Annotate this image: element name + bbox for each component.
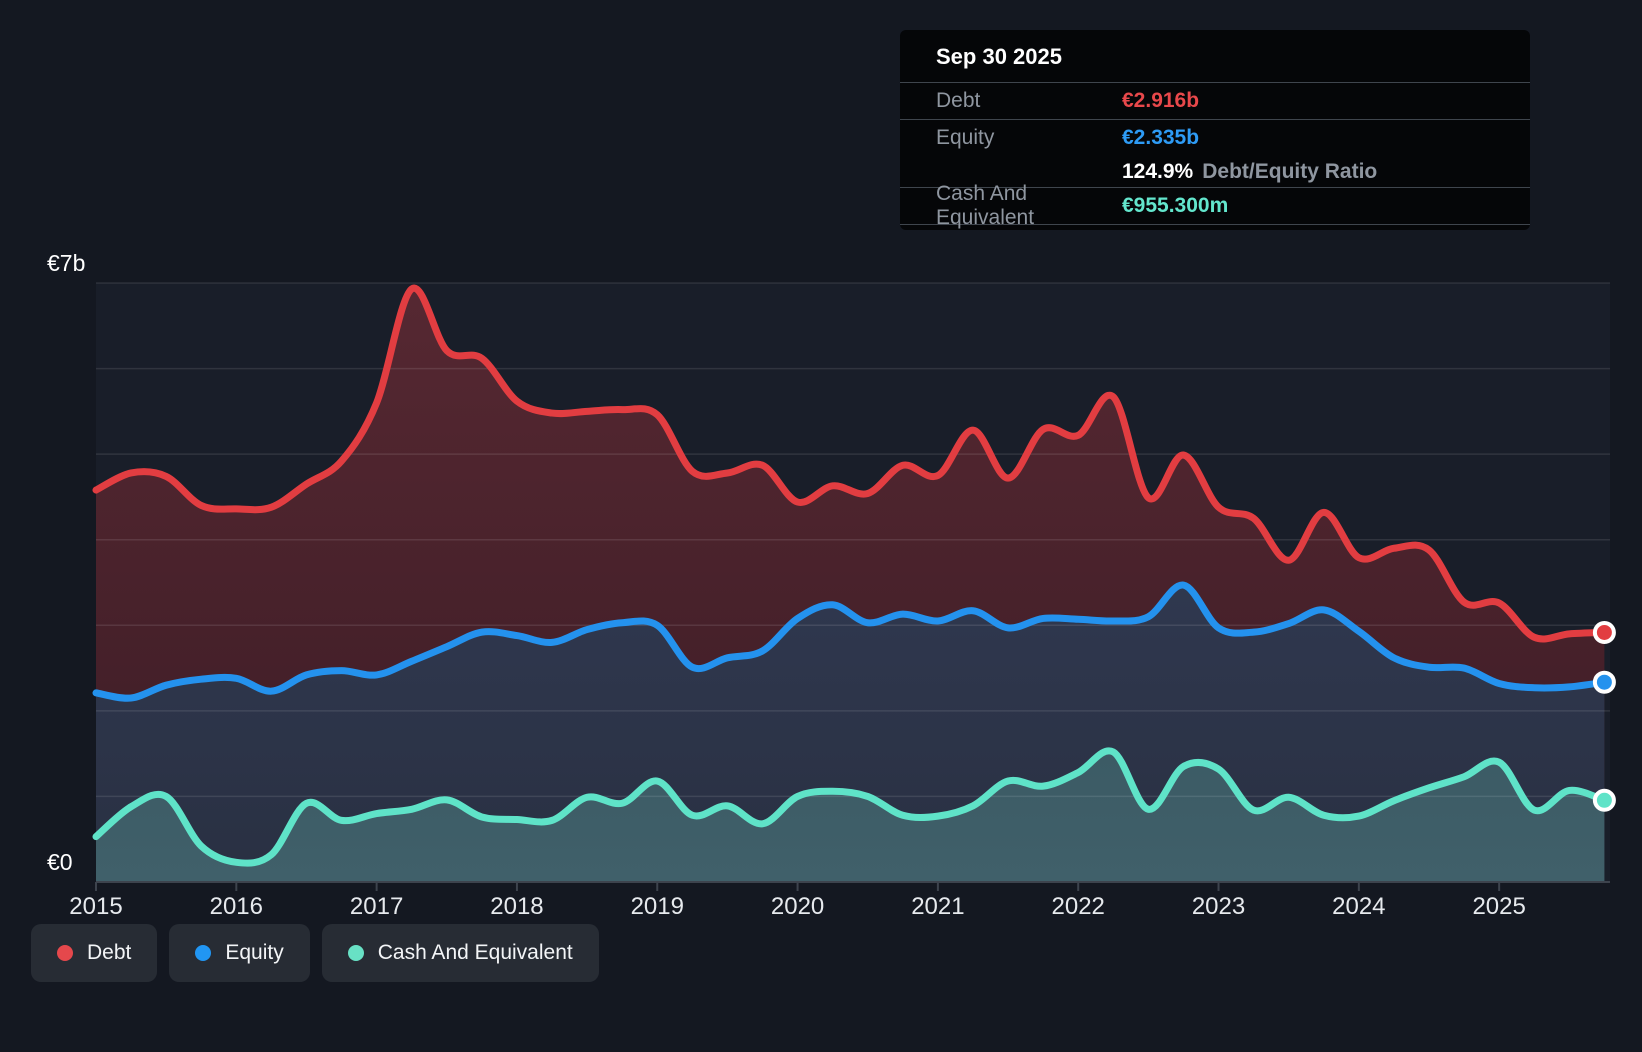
svg-text:2020: 2020 [771,893,824,920]
svg-text:2015: 2015 [69,893,122,920]
tooltip-ratio-label: Debt/Equity Ratio [1202,159,1378,183]
svg-text:2022: 2022 [1052,893,1105,920]
legend-debt-label: Debt [87,941,132,964]
legend-item-equity[interactable]: Equity [169,924,310,982]
svg-text:€7b: €7b [47,250,85,276]
cash-dot-icon [347,945,364,961]
svg-text:2025: 2025 [1472,893,1525,920]
chart-legend: Debt Equity Cash And Equivalent [31,924,599,982]
tooltip-cash-value: €955.300m [1122,194,1229,217]
equity-dot-icon [195,945,212,961]
tooltip-row-equity: Equity €2.335b [900,119,1530,156]
tooltip-cash-label: Cash And Equivalent [936,182,1035,229]
tooltip-row-cash: Cash And Equivalent €955.300m [900,182,1530,229]
tooltip-equity-label: Equity [936,126,995,149]
legend-equity-label: Equity [225,941,284,964]
chart-tooltip: Sep 30 2025 Debt €2.916b Equity €2.335b … [900,30,1530,230]
svg-text:2024: 2024 [1332,893,1385,920]
tooltip-ratio-value: 124.9% [1122,159,1194,183]
tooltip-date: Sep 30 2025 [936,44,1062,69]
svg-text:2017: 2017 [350,893,403,920]
tooltip-debt-label: Debt [936,89,981,112]
tooltip-equity-value: €2.335b [1122,126,1200,149]
tooltip-row-debt: Debt €2.916b [900,82,1530,119]
svg-text:2018: 2018 [490,893,543,920]
svg-text:2021: 2021 [911,893,964,920]
legend-item-debt[interactable]: Debt [31,924,158,982]
svg-text:€0: €0 [47,849,73,875]
svg-text:2016: 2016 [210,893,263,920]
tooltip-debt-value: €2.916b [1122,89,1200,112]
tooltip-row-ratio: 124.9% Debt/Equity Ratio [900,156,1530,187]
svg-text:2023: 2023 [1192,893,1245,920]
debt-dot-icon [57,945,73,961]
svg-text:2019: 2019 [631,893,684,920]
legend-item-cash[interactable]: Cash And Equivalent [321,924,599,982]
legend-cash-label: Cash And Equivalent [377,941,573,964]
